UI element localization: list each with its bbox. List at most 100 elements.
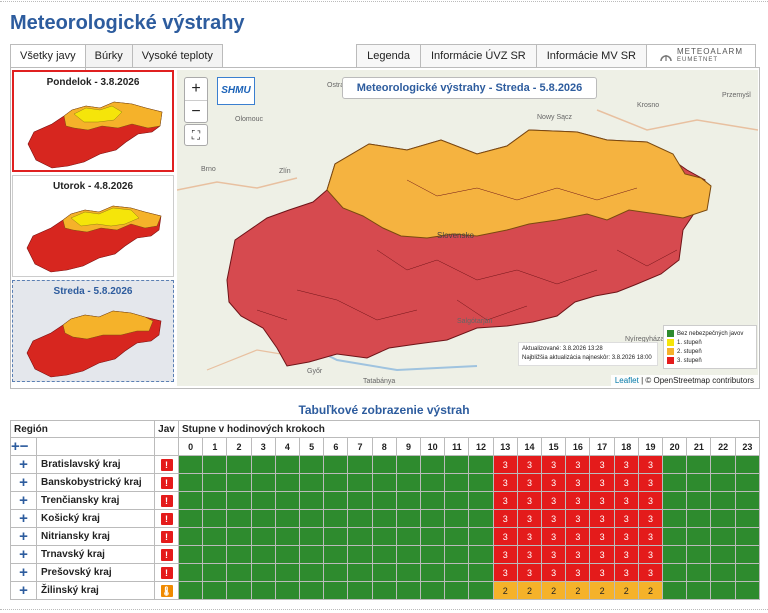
expand-row-button[interactable]: + bbox=[10, 455, 37, 474]
expand-row-button[interactable]: + bbox=[10, 545, 37, 564]
leaflet-link[interactable]: Leaflet bbox=[614, 376, 639, 385]
hour-header: 4 bbox=[274, 437, 301, 456]
level-cell bbox=[250, 455, 276, 474]
expand-row-button[interactable]: + bbox=[10, 473, 37, 492]
place-label: Ostrava bbox=[327, 82, 352, 89]
level-cell bbox=[371, 527, 397, 546]
level-cell bbox=[468, 563, 494, 582]
tab-high-temps[interactable]: Vysoké teploty bbox=[131, 44, 223, 68]
level-cell bbox=[274, 473, 301, 492]
warning-icon[interactable]: ! bbox=[160, 530, 173, 543]
hour-header: 17 bbox=[589, 437, 615, 456]
level-cell bbox=[299, 491, 325, 510]
warning-icon[interactable]: ! bbox=[160, 548, 173, 561]
shmu-logo: SHMU bbox=[217, 77, 255, 105]
tab-all[interactable]: Všetky javy bbox=[10, 44, 86, 70]
level-cell: 3 bbox=[613, 473, 639, 492]
level-cell bbox=[710, 491, 736, 510]
level-cell bbox=[395, 563, 422, 582]
level-cell bbox=[274, 545, 301, 564]
level-cell bbox=[299, 563, 325, 582]
level-cell bbox=[371, 473, 397, 492]
level-cell: 3 bbox=[565, 491, 591, 510]
level-cell: 3 bbox=[613, 563, 639, 582]
day-thumb-tuesday[interactable]: Utorok - 4.8.2026 bbox=[12, 175, 174, 277]
zoom-out-button[interactable]: − bbox=[185, 100, 207, 122]
level-cell: 3 bbox=[565, 545, 591, 564]
level-cell bbox=[323, 455, 349, 474]
table-row: + Nitriansky kraj! 3 3 3 3 3 3 3 bbox=[10, 527, 761, 546]
blank-header bbox=[35, 437, 156, 456]
expand-row-button[interactable]: + bbox=[10, 509, 37, 528]
expand-row-button[interactable]: + bbox=[10, 527, 37, 546]
level-cell bbox=[734, 545, 761, 564]
level-cell bbox=[686, 455, 712, 474]
next-update-text: Najbližšia aktualizácia najneskôr: 3.8.2… bbox=[522, 355, 652, 361]
mini-map-icon bbox=[27, 101, 163, 169]
hour-header: 11 bbox=[444, 437, 470, 456]
level-cell: 3 bbox=[492, 545, 518, 564]
level-cell: 3 bbox=[637, 455, 664, 474]
level-cell: 3 bbox=[541, 527, 567, 546]
tab-uvz-info[interactable]: Informácie ÚVZ SR bbox=[420, 44, 537, 68]
level-cell bbox=[274, 455, 301, 474]
level-cell bbox=[178, 563, 204, 582]
warning-icon[interactable]: ! bbox=[160, 476, 173, 489]
warning-icon[interactable]: ! bbox=[160, 512, 173, 525]
level-cell: 3 bbox=[613, 527, 639, 546]
level-cell: 3 bbox=[565, 509, 591, 528]
level-cell bbox=[395, 455, 422, 474]
place-label: Salgótarján bbox=[457, 318, 493, 325]
level-cell bbox=[686, 581, 712, 600]
meteoalarm-link[interactable]: METEOALARM EUMETNET bbox=[646, 44, 756, 68]
expand-all-button[interactable]: + bbox=[11, 438, 20, 455]
level-cell bbox=[710, 473, 736, 492]
level-cell bbox=[299, 473, 325, 492]
expand-row-button[interactable]: + bbox=[10, 563, 37, 582]
level-cell bbox=[226, 455, 252, 474]
level-cell bbox=[395, 473, 422, 492]
level-cell bbox=[444, 509, 470, 528]
tab-legend[interactable]: Legenda bbox=[356, 44, 421, 68]
level-cell bbox=[734, 509, 761, 528]
level-cell bbox=[468, 491, 494, 510]
warning-icon[interactable]: ! bbox=[160, 566, 173, 579]
level-cell bbox=[178, 509, 204, 528]
level-cell: 3 bbox=[589, 509, 615, 528]
fullscreen-icon: ⛶ bbox=[191, 128, 201, 142]
level-cell bbox=[662, 527, 688, 546]
level-cell bbox=[323, 581, 349, 600]
level-cell bbox=[444, 473, 470, 492]
level-cell bbox=[710, 545, 736, 564]
tab-mv-info[interactable]: Informácie MV SR bbox=[535, 44, 647, 68]
tab-storms[interactable]: Búrky bbox=[84, 44, 133, 68]
level-cell bbox=[226, 581, 252, 600]
meteoalarm-sub: EUMETNET bbox=[676, 57, 718, 63]
level-cell bbox=[420, 473, 446, 492]
level-cell bbox=[734, 581, 761, 600]
level-cell bbox=[371, 545, 397, 564]
place-label: Brno bbox=[201, 166, 216, 173]
level-cell bbox=[202, 581, 228, 600]
zoom-in-button[interactable]: + bbox=[191, 80, 201, 97]
warning-icon[interactable]: 🌡 bbox=[160, 584, 173, 597]
day-thumb-monday[interactable]: Pondelok - 3.8.2026 bbox=[12, 70, 174, 172]
fullscreen-button[interactable]: ⛶ bbox=[184, 124, 208, 146]
warning-map[interactable]: Slovensko Ostrava Olomouc Nowy Sącz Kros… bbox=[177, 70, 758, 386]
level-cell bbox=[178, 473, 204, 492]
level-cell bbox=[734, 473, 761, 492]
expand-row-button[interactable]: + bbox=[10, 491, 37, 510]
day-thumb-wednesday[interactable]: Streda - 5.8.2026 bbox=[12, 280, 174, 382]
level-cell bbox=[226, 491, 252, 510]
warning-icon[interactable]: ! bbox=[160, 458, 173, 471]
legend-label: 2. stupeň bbox=[677, 348, 702, 355]
expand-row-button[interactable]: + bbox=[10, 581, 37, 600]
level-cell: 2 bbox=[541, 581, 567, 600]
level-cell bbox=[734, 527, 761, 546]
level-cell bbox=[444, 527, 470, 546]
legend-swatch bbox=[667, 330, 674, 337]
level-cell: 3 bbox=[492, 491, 518, 510]
level-cell bbox=[299, 527, 325, 546]
collapse-all-button[interactable]: − bbox=[19, 438, 29, 455]
warning-icon[interactable]: ! bbox=[160, 494, 173, 507]
